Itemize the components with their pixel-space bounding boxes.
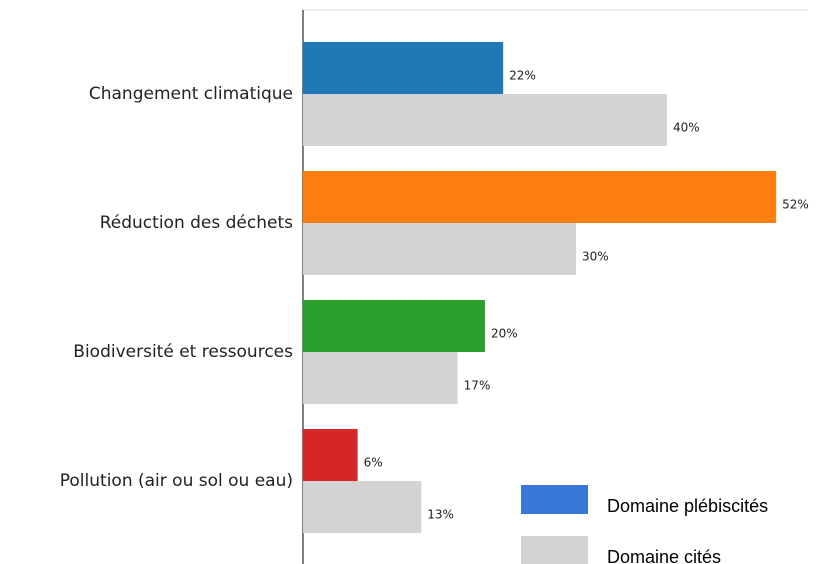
legend-label: Domaine cités <box>607 547 721 564</box>
y-tick-label: Pollution (air ou sol ou eau) <box>60 471 293 491</box>
y-tick-label: Réduction des déchets <box>100 213 293 233</box>
data-label: 13% <box>427 508 454 522</box>
data-label: 22% <box>509 69 536 83</box>
legend-label: Domaine plébiscités <box>607 496 768 516</box>
bar <box>303 481 422 533</box>
bar <box>303 300 485 352</box>
data-label: 20% <box>491 327 518 341</box>
bar <box>303 429 358 481</box>
y-tick-label: Changement climatique <box>89 84 293 104</box>
bar <box>303 42 504 94</box>
bar <box>303 171 777 223</box>
bar <box>303 94 667 146</box>
data-label: 6% <box>364 456 383 470</box>
bar <box>303 352 458 404</box>
data-label: 52% <box>782 198 809 212</box>
y-tick-label: Biodiversité et ressources <box>73 342 293 362</box>
bar <box>303 223 576 275</box>
data-label: 17% <box>464 379 491 393</box>
data-label: 30% <box>582 250 609 264</box>
data-label: 40% <box>673 121 700 135</box>
legend-swatch <box>521 485 588 514</box>
legend-swatch <box>521 536 588 564</box>
